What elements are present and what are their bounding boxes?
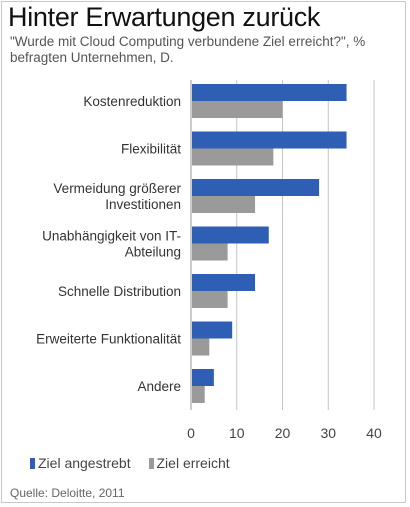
- category-labels: Kostenreduktion Flexibilität Vermeidung gr…: [36, 94, 181, 394]
- bar-erreicht: [192, 386, 205, 403]
- category-label: Erweiterte Funktionalität: [36, 332, 181, 347]
- source-note: Quelle: Deloitte, 2011: [10, 486, 125, 500]
- legend: Ziel angestrebt Ziel erreicht: [30, 455, 244, 471]
- bar-angestrebt: [192, 84, 347, 101]
- bar-erreicht: [192, 196, 256, 213]
- bar-erreicht: [192, 338, 210, 356]
- bar-chart: Kostenreduktion Flexibilität Vermeidung gr…: [36, 80, 382, 441]
- category-label: Investitionen: [105, 197, 181, 212]
- bar-angestrebt: [192, 226, 269, 244]
- category-label: Unabhängigkeit von IT-: [42, 229, 181, 244]
- category-label: Andere: [137, 379, 181, 394]
- bar-erreicht: [192, 243, 228, 261]
- category-label: Flexibilität: [121, 142, 181, 157]
- legend-label-angestrebt: Ziel angestrebt: [38, 455, 131, 471]
- category-label: Vermeidung größerer: [53, 181, 181, 196]
- x-tick-label: 40: [366, 425, 382, 441]
- bar-angestrebt: [192, 369, 214, 386]
- bar-erreicht: [192, 291, 228, 308]
- bar-angestrebt: [192, 274, 256, 291]
- x-tick-labels: 0 10 20 30 40: [187, 425, 382, 441]
- legend-item-erreicht: Ziel erreicht: [148, 455, 230, 471]
- bars: [192, 84, 347, 403]
- chart-title: Hinter Erwartungen zurück: [8, 2, 321, 32]
- legend-label-erreicht: Ziel erreicht: [156, 455, 230, 471]
- category-label: Kostenreduktion: [83, 94, 181, 109]
- legend-swatch-erreicht: [148, 458, 154, 469]
- x-tick-label: 30: [320, 425, 336, 441]
- category-label: Schnelle Distribution: [58, 284, 181, 299]
- x-tick-label: 0: [187, 425, 195, 441]
- category-label: Abteilung: [125, 245, 181, 260]
- x-tick-label: 10: [229, 425, 245, 441]
- legend-item-angestrebt: Ziel angestrebt: [30, 455, 131, 471]
- legend-swatch-angestrebt: [30, 458, 35, 469]
- chart-subtitle: "Wurde mit Cloud Computing verbundene Zi…: [10, 34, 366, 65]
- x-tick-label: 20: [275, 425, 291, 441]
- bar-erreicht: [192, 148, 274, 166]
- bar-angestrebt: [192, 321, 233, 339]
- bar-angestrebt: [192, 131, 347, 149]
- bar-erreicht: [192, 101, 283, 118]
- bar-angestrebt: [192, 179, 320, 196]
